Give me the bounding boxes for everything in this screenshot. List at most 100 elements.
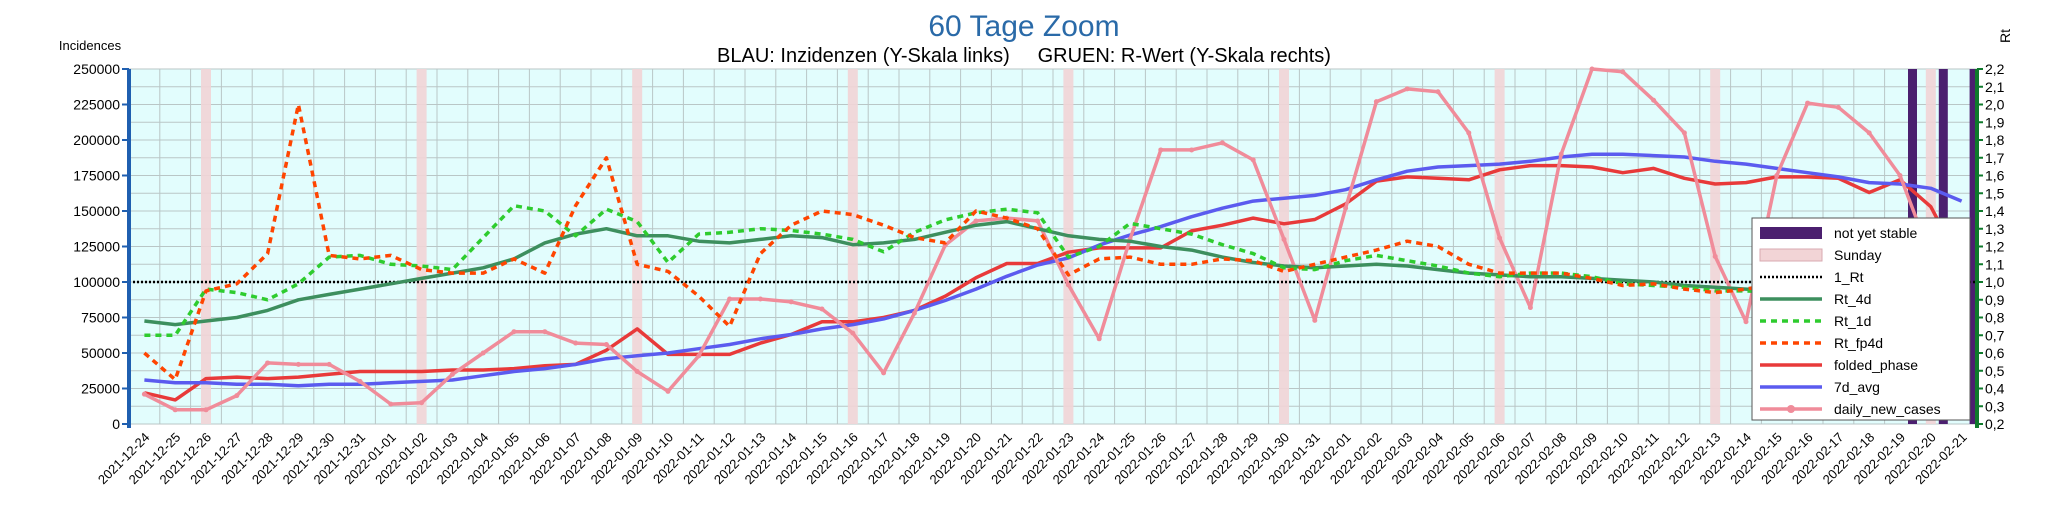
y-tick-label-left: 75000 [81,310,120,326]
sunday-band [632,69,643,424]
y-tick-label-right: 1,2 [1985,239,2005,255]
daily-new-cases-point [326,361,332,367]
y-tick-label-right: 1,3 [1985,221,2005,237]
y-tick-label-right: 1,9 [1985,114,2005,130]
y-tick-label-left: 225000 [73,97,120,113]
daily-new-cases-point [357,378,363,384]
legend-label: daily_new_cases [1834,401,1941,417]
y-tick-label-right: 1,6 [1985,168,2005,184]
daily-new-cases-point [1866,130,1872,136]
legend: not yet stable Sunday 1_Rt Rt_4d Rt_1d Rt_fp4… [1751,217,1971,421]
series [129,66,1977,413]
daily-new-cases-point [1466,130,1472,136]
daily-new-cases-point [1343,205,1349,211]
daily-new-cases-point [1065,282,1071,288]
y-tick-label-right: 1,4 [1985,203,2005,219]
daily-new-cases-point [665,388,671,394]
daily-new-cases-point [850,330,856,336]
daily-new-cases-point [757,296,763,302]
axes [127,69,1979,428]
daily-new-cases-point [480,350,486,356]
daily-new-cases-point [141,391,147,397]
sunday-band [847,69,858,424]
daily-new-cases-point [1189,147,1195,153]
y-tick-label-right: 0,9 [1985,292,2005,308]
y-tick-label-right: 1,0 [1985,274,2005,290]
daily-new-cases-point [819,306,825,312]
daily-new-cases-point [634,368,640,374]
sunday-band [201,69,211,424]
daily-new-cases-point [419,400,425,406]
sunday-band [1710,69,1721,424]
y-tick-label-right: 1,5 [1985,185,2005,201]
y-tick-label-left: 250000 [73,61,120,77]
legend-label: folded_phase [1834,357,1918,373]
daily-new-cases-point [1712,253,1718,259]
y-axis-label-right: Rt [1997,29,2013,43]
daily-new-cases-point [511,329,517,335]
daily-new-cases-point [388,401,394,407]
daily-new-cases-point [1096,336,1102,342]
y-tick-label-right: 2,0 [1985,97,2005,113]
series-daily-new-cases [143,67,1964,412]
grid [128,68,1978,425]
daily-new-cases-point [265,360,271,366]
y-tick-label-right: 0,5 [1985,363,2005,379]
y-tick-label-right: 1,8 [1985,132,2005,148]
daily-new-cases-point [573,340,579,346]
y-tick-label-right: 0,3 [1985,398,2005,414]
y-tick-label-right: 0,8 [1985,310,2005,326]
y-tick-label-left: 25000 [81,381,120,397]
daily-new-cases-point [1250,157,1256,163]
daily-new-cases-point [1158,147,1164,153]
daily-new-cases-point [603,341,609,347]
y-tick-label-right: 1,7 [1985,150,2005,166]
daily-new-cases-point [1681,130,1687,136]
sunday-band [416,69,427,424]
legend-swatch [1759,248,1823,262]
sunday-band [1063,69,1074,424]
y-tick-label-right: 0,7 [1985,327,2005,343]
daily-new-cases-point [973,218,979,224]
daily-new-cases-point [1589,66,1595,72]
y-tick-label-right: 0,2 [1985,416,2005,432]
legend-label: Sunday [1834,247,1881,263]
daily-new-cases-point [1527,305,1533,311]
series-Rt-1d [144,203,1963,338]
daily-new-cases-point [1805,100,1811,106]
y-tick-label-left: 150000 [73,203,120,219]
y-tick-label-left: 100000 [73,274,120,290]
legend-label: Rt_fp4d [1834,335,1883,351]
daily-new-cases-point [295,361,301,367]
daily-new-cases-point [1497,235,1503,241]
y-tick-label-right: 1,1 [1985,256,2005,272]
y-tick-label-left: 50000 [81,345,120,361]
y-tick-label-right: 2,1 [1985,79,2005,95]
legend-label: 1_Rt [1834,269,1864,285]
legend-marker [1787,405,1795,413]
daily-new-cases-point [911,310,917,316]
series-folded-phase [144,163,1964,402]
legend-swatch [1760,227,1822,239]
y-tick-label-right: 2,2 [1985,61,2005,77]
daily-new-cases-point [1035,218,1041,224]
y-tick-label-left: 175000 [73,168,120,184]
daily-new-cases-point [788,299,794,305]
daily-new-cases-point [172,407,178,413]
daily-new-cases-point [1774,173,1780,178]
daily-new-cases-point [1835,104,1841,110]
daily-new-cases-point [1620,69,1626,75]
y-tick-label-right: 0,4 [1985,381,2005,397]
daily-new-cases-point [1558,151,1564,157]
legend-label: not yet stable [1834,225,1917,241]
daily-new-cases-point [1219,140,1225,146]
legend-label: 7d_avg [1834,379,1880,395]
chart-subtitle: BLAU: Inzidenzen (Y-Skala links) GRUEN: … [717,45,1331,67]
legend-label: Rt_4d [1834,291,1871,307]
daily-new-cases-point [727,296,733,302]
y-tick-label-left: 200000 [73,132,120,148]
sunday-band [1279,69,1289,424]
y-tick-label-left: 0 [112,416,120,432]
daily-new-cases-point [449,371,455,377]
daily-new-cases-point [203,407,209,413]
